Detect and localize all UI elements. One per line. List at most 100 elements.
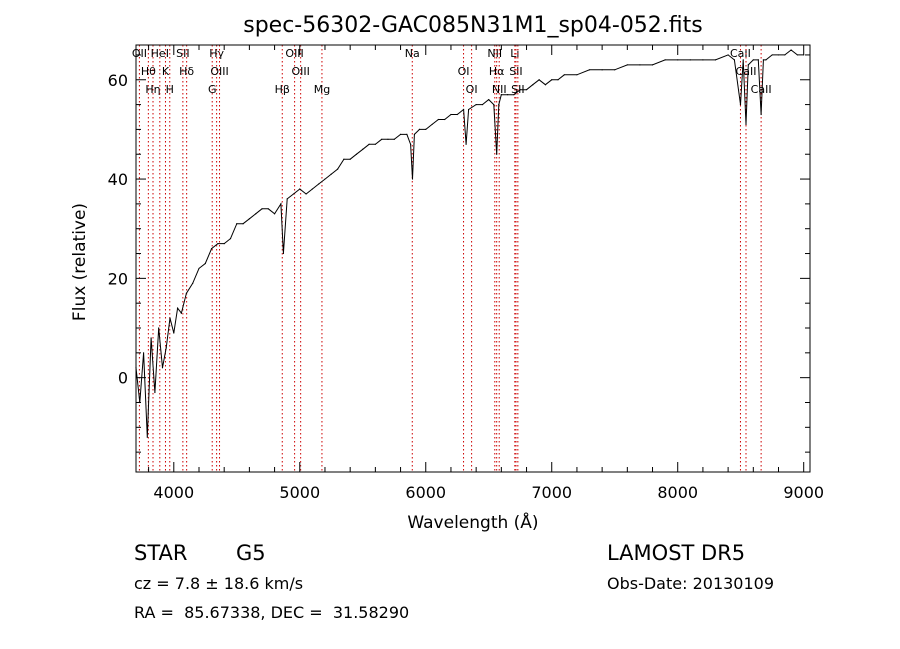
line-label: SII <box>511 83 524 96</box>
spectrum-point <box>180 312 182 314</box>
spectrum-point <box>498 103 500 106</box>
spectrum-point <box>651 64 654 66</box>
emission-lines: OIIHθHηHeIKHSIIHδGHγOIIIHβOIIIOIIIMgNaOI… <box>132 45 772 472</box>
spectrum-point <box>368 143 370 145</box>
spectrum-point <box>752 59 754 61</box>
line-label: K <box>162 65 170 78</box>
line-label: OIII <box>285 47 303 60</box>
spectrum-point <box>614 69 616 71</box>
spectrum-point <box>299 188 301 190</box>
spectrum-point <box>742 59 744 61</box>
spectrum-point <box>796 54 799 56</box>
spectrum-point <box>488 99 490 101</box>
spectrum-point <box>286 198 288 200</box>
spectrum-point <box>318 183 320 185</box>
spectrum-series <box>135 49 805 438</box>
spectrum-point <box>777 54 780 56</box>
spectrum-point <box>771 54 773 56</box>
spectrum-point <box>496 153 498 155</box>
spectrum-point <box>154 391 156 394</box>
spectrum-point <box>399 133 402 135</box>
line-label: Mg <box>314 83 330 96</box>
spectrum-point <box>273 213 276 215</box>
spectrum-point <box>267 208 269 210</box>
spectrum-point <box>210 247 213 250</box>
x-axis-label: Wavelength (Å) <box>407 511 538 533</box>
line-label: HeI <box>151 47 169 60</box>
spectrum-point <box>324 178 326 180</box>
spectrum-point <box>362 148 364 150</box>
chart-title: spec-56302-GAC085N31M1_sp04-052.fits <box>243 13 703 38</box>
spectrum-point <box>349 158 351 160</box>
spectrum-point <box>204 262 206 265</box>
spectrum-point <box>282 252 284 255</box>
line-label: Hθ <box>141 65 156 78</box>
spectrum-point <box>229 238 232 240</box>
line-label: Hα <box>489 65 505 78</box>
spectrum-point <box>410 143 412 145</box>
spectrum-point <box>456 113 458 116</box>
spectrum-point <box>475 103 477 106</box>
spectrum-point <box>413 133 416 135</box>
spectrum-line <box>135 49 804 438</box>
spectrum-point <box>532 84 534 86</box>
spectrum-point <box>444 118 446 121</box>
spectrum-point <box>355 153 358 155</box>
spectrum-point <box>639 64 641 66</box>
y-tick-label: 20 <box>108 269 128 288</box>
line-label: H <box>166 83 174 96</box>
spectrum-point <box>150 337 152 339</box>
spectrum-point <box>757 59 759 61</box>
spectrum-point <box>481 103 484 106</box>
line-label: NII <box>487 47 502 60</box>
line-label: Hβ <box>275 83 290 96</box>
spectrum-point <box>280 203 282 205</box>
spectrum-point <box>465 143 467 145</box>
spectrum-point <box>450 113 452 116</box>
x-tick-label: 9000 <box>783 483 824 502</box>
spectrum-point <box>236 223 238 225</box>
survey-name: LAMOST DR5 <box>607 541 746 565</box>
spectrum-point <box>513 94 515 96</box>
spectrum-point <box>242 223 244 225</box>
spectrum-point <box>165 347 167 349</box>
line-label: Hη <box>145 83 160 96</box>
line-label: Na <box>405 47 420 60</box>
spectrum-point <box>493 103 495 106</box>
line-label: CaII <box>736 65 757 78</box>
spectrum-point <box>292 193 295 195</box>
line-label: OII <box>132 47 147 60</box>
spectrum-point <box>689 59 691 61</box>
spectrum-point <box>176 307 179 309</box>
spectrum-point <box>557 79 559 81</box>
line-label: Hγ <box>209 47 224 60</box>
line-label: OI <box>466 83 478 96</box>
spectrum-point <box>739 103 742 106</box>
spectrum-point <box>217 243 219 245</box>
object-class: STAR <box>134 541 188 565</box>
spectrum-point <box>500 94 502 96</box>
spectrum-point <box>198 267 200 270</box>
spectrum-point <box>336 168 339 170</box>
spectrum-point <box>467 108 470 111</box>
spectrum-point <box>393 138 395 140</box>
x-tick-label: 8000 <box>657 483 698 502</box>
line-label: Li <box>510 47 519 60</box>
x-tick-label: 6000 <box>405 483 446 502</box>
spectrum-point <box>142 352 145 354</box>
spectrum-point <box>330 173 332 175</box>
spectrum-point <box>544 84 547 86</box>
line-label: OIII <box>210 65 228 78</box>
spectrum-point <box>747 64 749 66</box>
spectrum-point <box>733 59 736 61</box>
spectrum-point <box>173 332 175 334</box>
x-tick-label: 4000 <box>153 483 194 502</box>
spectrum-point <box>248 218 250 220</box>
spectrum-point <box>418 128 421 131</box>
spectrum-point <box>525 89 528 91</box>
spectrum-point <box>261 208 263 210</box>
spectrum-point <box>727 54 729 56</box>
spectrum-point <box>431 123 433 126</box>
spectrum-point <box>762 59 764 61</box>
